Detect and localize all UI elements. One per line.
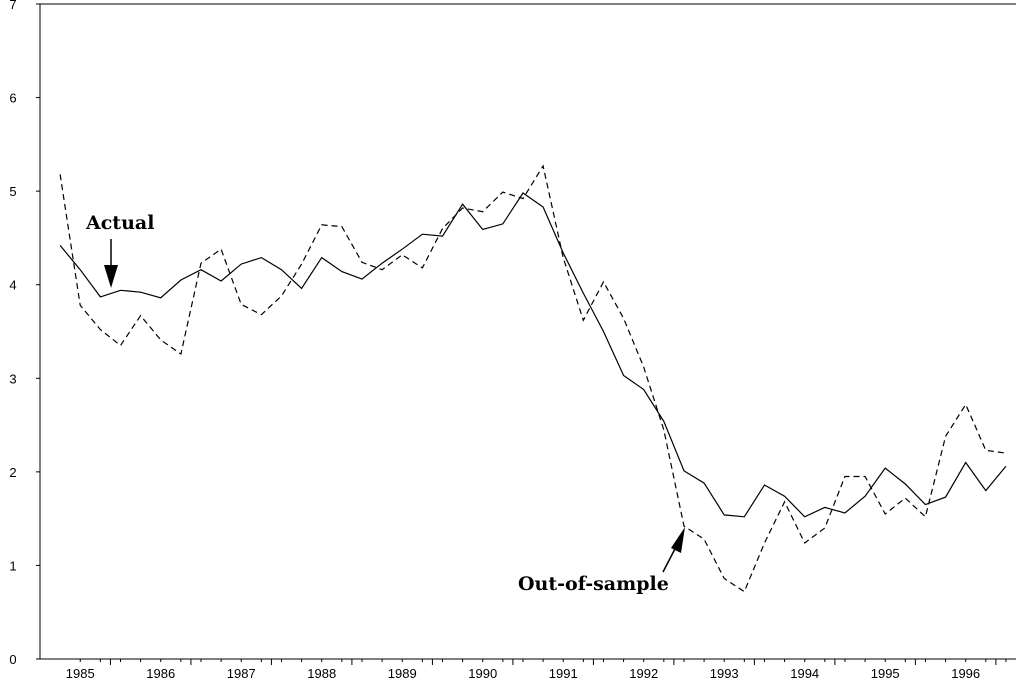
annotation-out-of-sample-arrowhead xyxy=(671,527,685,553)
y-tick-label: 3 xyxy=(9,371,16,386)
y-tick-label: 4 xyxy=(9,278,16,293)
x-tick-label: 1986 xyxy=(146,666,175,681)
x-tick-label: 1987 xyxy=(227,666,256,681)
annotation-actual-label: Actual xyxy=(85,212,154,234)
x-tick-label: 1995 xyxy=(871,666,900,681)
x-axis-ticks: 1985 1986 1987 1988 1989 1990 1991 1992 1993 1994… xyxy=(66,659,1007,681)
x-tick-label: 1994 xyxy=(790,666,819,681)
annotation-out-of-sample: Out-of-sample xyxy=(518,527,685,595)
annotation-actual-arrowhead xyxy=(104,265,118,288)
y-tick-label: 5 xyxy=(9,184,16,199)
x-tick-label: 1985 xyxy=(66,666,95,681)
annotation-out-of-sample-label: Out-of-sample xyxy=(518,573,669,595)
x-tick-label: 1993 xyxy=(710,666,739,681)
y-tick-label: 7 xyxy=(9,0,16,12)
y-tick-label: 2 xyxy=(9,465,16,480)
y-tick-label: 0 xyxy=(9,652,16,667)
series-out-of-sample-line xyxy=(59,164,1006,593)
x-tick-label: 1996 xyxy=(951,666,980,681)
x-tick-label: 1988 xyxy=(307,666,336,681)
series-actual-line xyxy=(59,192,1007,518)
y-axis-ticks: 0 1 2 3 4 5 6 7 xyxy=(9,0,40,667)
y-tick-label: 1 xyxy=(9,558,16,573)
x-tick-label: 1992 xyxy=(629,666,658,681)
y-tick-label: 6 xyxy=(9,91,16,106)
x-tick-label: 1991 xyxy=(549,666,578,681)
annotation-actual: Actual xyxy=(85,212,154,288)
series-layer xyxy=(59,164,1007,593)
x-tick-label: 1989 xyxy=(388,666,417,681)
plot-frame xyxy=(39,3,1016,660)
x-tick-label: 1990 xyxy=(468,666,497,681)
